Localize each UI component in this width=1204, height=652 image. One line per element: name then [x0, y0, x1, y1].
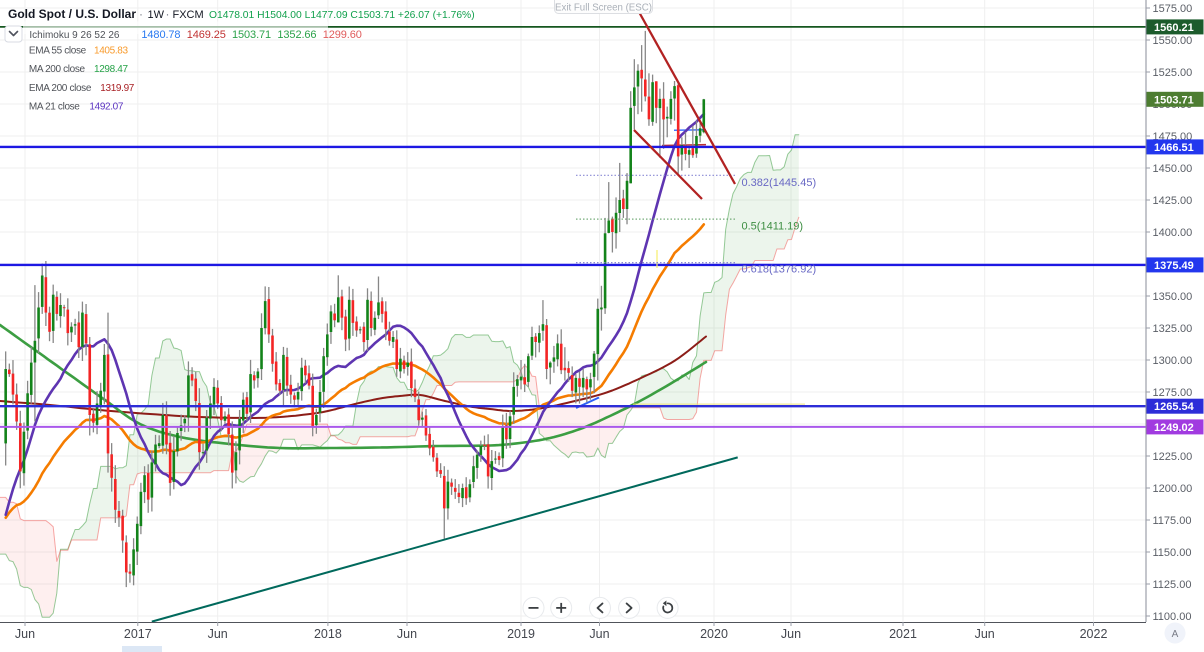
svg-text:1125.00: 1125.00 [1153, 579, 1192, 591]
svg-text:A: A [1172, 629, 1179, 640]
svg-text:1200.00: 1200.00 [1153, 483, 1193, 495]
svg-text:Jun: Jun [208, 627, 228, 641]
svg-text:1425.00: 1425.00 [1153, 195, 1193, 207]
svg-text:2019: 2019 [507, 627, 535, 641]
svg-text:0.618(1376.92): 0.618(1376.92) [742, 263, 817, 275]
svg-text:1225.00: 1225.00 [1153, 451, 1193, 463]
svg-text:2020: 2020 [700, 627, 728, 641]
svg-text:1550.00: 1550.00 [1153, 35, 1193, 47]
svg-text:1375.49: 1375.49 [1154, 260, 1194, 272]
svg-text:Gold Spot / U.S. Dollar·1W·FXC: Gold Spot / U.S. Dollar · 1W · FXCM O1478.01 … [8, 7, 475, 21]
svg-text:1100.00: 1100.00 [1153, 611, 1192, 623]
svg-text:Jun: Jun [589, 627, 609, 641]
svg-text:1325.00: 1325.00 [1153, 323, 1193, 335]
svg-text:Jun: Jun [15, 627, 35, 641]
svg-text:1275.00: 1275.00 [1153, 387, 1193, 399]
svg-text:1300.00: 1300.00 [1153, 355, 1193, 367]
svg-text:Jun: Jun [975, 627, 995, 641]
svg-text:1450.00: 1450.00 [1153, 163, 1193, 175]
svg-text:1150.00: 1150.00 [1153, 547, 1192, 559]
svg-text:2017: 2017 [124, 627, 152, 641]
svg-text:1400.00: 1400.00 [1153, 227, 1193, 239]
svg-text:1175.00: 1175.00 [1153, 515, 1192, 527]
svg-text:0.382(1445.45): 0.382(1445.45) [742, 177, 817, 189]
svg-text:1265.54: 1265.54 [1154, 401, 1195, 413]
svg-text:1575.00: 1575.00 [1153, 3, 1193, 15]
svg-text:2022: 2022 [1080, 627, 1108, 641]
svg-text:Jun: Jun [781, 627, 801, 641]
svg-text:Exit Full Screen (ESC): Exit Full Screen (ESC) [555, 3, 652, 14]
svg-text:1503.71: 1503.71 [1154, 94, 1194, 106]
svg-text:1560.21: 1560.21 [1154, 22, 1194, 34]
svg-text:1350.00: 1350.00 [1153, 291, 1193, 303]
svg-text:1249.02: 1249.02 [1154, 422, 1194, 434]
svg-text:2021: 2021 [889, 627, 917, 641]
svg-text:Ichimoku 9 26 52 26: Ichimoku 9 26 52 26 [29, 30, 119, 41]
svg-text:0.5(1411.19): 0.5(1411.19) [742, 220, 804, 232]
svg-text:1466.51: 1466.51 [1154, 142, 1194, 154]
svg-text:2018: 2018 [314, 627, 342, 641]
svg-text:1525.00: 1525.00 [1153, 67, 1193, 79]
svg-text:Jun: Jun [397, 627, 417, 641]
